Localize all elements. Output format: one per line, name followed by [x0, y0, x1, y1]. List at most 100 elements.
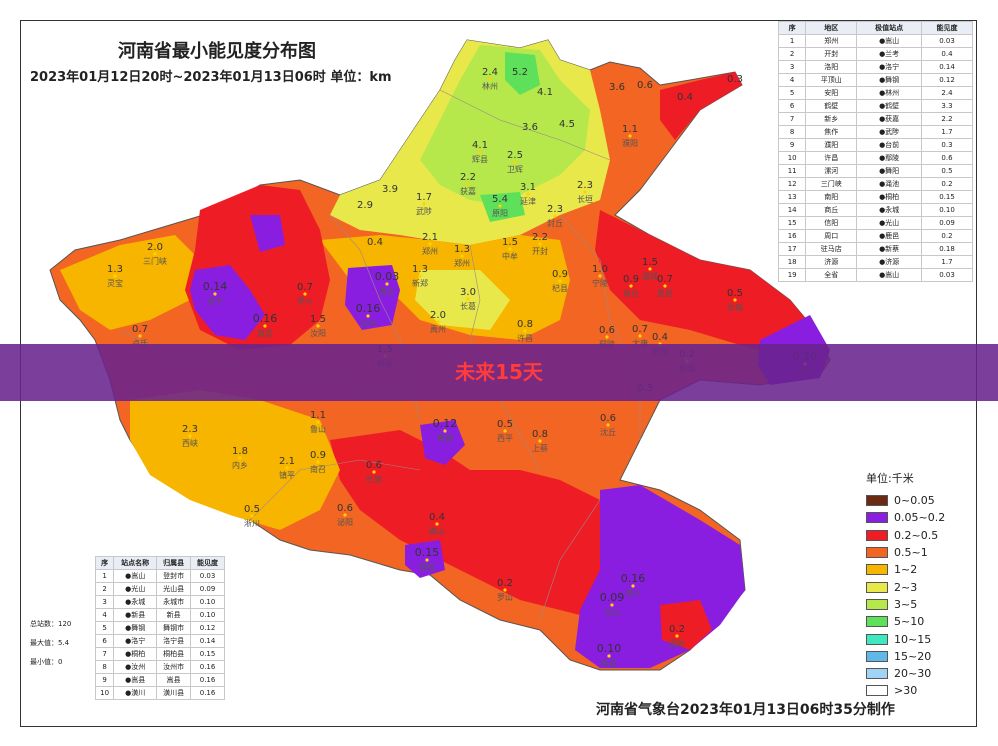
station-name-label: 新县	[601, 658, 617, 668]
zone-purple-north	[250, 215, 285, 252]
station-value-label: 2.4	[482, 67, 498, 78]
table-cell: 焦作	[805, 125, 858, 139]
station-value-label: 0.6	[600, 413, 616, 424]
station-value-label: 0.7	[657, 274, 673, 285]
table-cell: ●舞钢	[856, 73, 922, 87]
table-cell: ●嵩县	[113, 673, 158, 687]
table-cell: 17	[777, 242, 807, 256]
table-cell: 0.18	[920, 242, 974, 256]
table-cell: 3	[777, 60, 807, 74]
station-value-label: 0.6	[637, 80, 653, 91]
station-value-label: 3.0	[460, 287, 476, 298]
station-value-label: 3.1	[520, 182, 536, 193]
legend-item: 15~20	[866, 648, 945, 665]
legend-title: 单位:千米	[866, 472, 914, 485]
legend-label: 5~10	[894, 615, 925, 629]
table-cell: 全省	[805, 268, 858, 282]
table-cell: 0.09	[190, 582, 225, 596]
table-cell: ●嵩山	[856, 268, 922, 282]
table-header-cell: 归属县	[156, 556, 192, 570]
legend-swatch	[866, 581, 888, 593]
table-cell: 郑州	[805, 34, 858, 48]
zone-north-green	[420, 45, 590, 205]
table-row: 8 ●汝州 汝州市 0.16	[94, 660, 225, 674]
table-cell: ●台前	[856, 138, 922, 152]
table-cell: 2	[777, 47, 807, 61]
table-header-cell: 能见度	[920, 21, 974, 35]
table-row: 6 鹤壁 ●鹤壁 3.3	[777, 99, 974, 113]
table-cell: 5	[777, 86, 807, 100]
station-marker	[372, 470, 376, 474]
table-cell: 0.6	[920, 151, 974, 165]
station-marker	[648, 267, 652, 271]
stat-total: 总站数：120	[30, 620, 72, 628]
station-name-label: 新郑	[412, 278, 428, 288]
table-cell: 10	[94, 686, 115, 700]
table-cell: 6	[777, 99, 807, 113]
table-cell: 16	[777, 229, 807, 243]
table-cell: ●光山	[856, 216, 922, 230]
station-value-label: 1.5	[642, 257, 658, 268]
table-cell: 信阳	[805, 216, 858, 230]
station-name-label: 灵宝	[107, 278, 123, 288]
table-cell: 三门峡	[805, 177, 858, 191]
station-marker	[583, 190, 587, 194]
station-name-label: 夏邑	[657, 289, 673, 298]
station-marker	[443, 429, 447, 433]
table-row: 4 平顶山 ●舞钢 0.12	[777, 73, 974, 87]
table-row: 9 濮阳 ●台前 0.3	[777, 138, 974, 152]
station-marker	[428, 242, 432, 246]
table-cell: 周口	[805, 229, 858, 243]
overlay-banner[interactable]	[0, 344, 998, 401]
table-cell: 许昌	[805, 151, 858, 165]
station-marker	[498, 204, 502, 208]
table-cell: ●鹤壁	[856, 99, 922, 113]
station-name-label: 罗山	[497, 592, 513, 602]
station-marker	[558, 279, 562, 283]
table-cell: 14	[777, 203, 807, 217]
station-marker	[263, 324, 267, 328]
station-marker	[460, 254, 464, 258]
table-row: 12 三门峡 ●渑池 0.2	[777, 177, 974, 191]
table-header-cell: 地区	[805, 21, 858, 35]
legend-swatch	[866, 529, 888, 541]
station-value-label: 0.9	[552, 269, 568, 280]
table-cell: ●永城	[856, 203, 922, 217]
station-name-label: 原阳	[492, 209, 508, 218]
table-cell: ●嵩山	[856, 34, 922, 48]
table-cell: 洛宁县	[156, 634, 192, 648]
legend-label: 3~5	[894, 597, 918, 611]
station-name-label: 卢氏	[132, 338, 148, 348]
station-value-label: 0.9	[310, 450, 326, 461]
map-title: 河南省最小能见度分布图	[118, 41, 316, 62]
table-cell: 7	[777, 112, 807, 126]
station-value-label: 2.2	[532, 232, 548, 243]
station-marker	[553, 214, 557, 218]
table-cell: ●汝州	[113, 660, 158, 674]
station-stats: 总站数：120 最大值：5.4 最小值：0	[30, 615, 71, 672]
station-value-label: 4.1	[537, 87, 553, 98]
banner-text[interactable]: 未来15天	[455, 360, 543, 384]
station-value-label: 1.5	[502, 237, 518, 248]
station-value-label: 0.8	[517, 319, 533, 330]
station-name-label: 辉县	[472, 155, 488, 164]
table-row: 3 洛阳 ●洛宁 0.14	[777, 60, 974, 74]
station-value-label: 0.6	[366, 460, 382, 471]
table-cell: 4	[777, 73, 807, 87]
table-row: 17 驻马店 ●新蔡 0.18	[777, 242, 974, 256]
legend-swatch	[866, 598, 888, 610]
station-value-label: 0.7	[632, 324, 648, 335]
zone-west-gold	[60, 235, 200, 330]
station-value-label: 0.16	[253, 312, 278, 325]
legend-swatch	[866, 547, 888, 559]
station-value-label: 1.5	[310, 314, 326, 325]
station-value-label: 0.4	[367, 237, 383, 248]
station-name-label: 武陟	[416, 206, 432, 216]
table-row: 11 漯河 ●舞阳 0.5	[777, 164, 974, 178]
table-row: 19 全省 ●嵩山 0.03	[777, 268, 974, 282]
table-cell: 开封	[805, 47, 858, 61]
table-cell: 0.5	[920, 164, 974, 178]
legend-label: 0~0.05	[894, 494, 935, 508]
zone-purple-wugang	[420, 420, 465, 465]
station-marker	[466, 297, 470, 301]
